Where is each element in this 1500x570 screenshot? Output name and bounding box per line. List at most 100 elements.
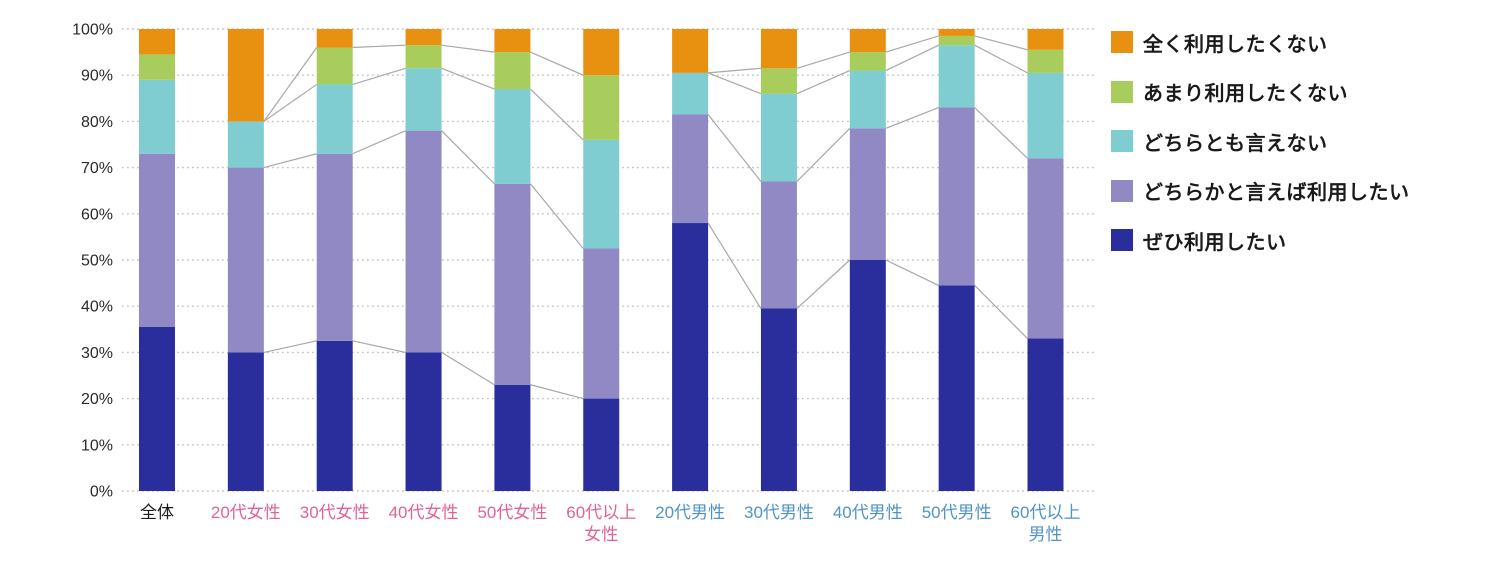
bar-segment — [316, 29, 353, 48]
segment-connector-line — [707, 114, 762, 182]
segment-connector-line — [441, 130, 495, 185]
bar-segment — [583, 139, 620, 249]
bar-column — [316, 29, 353, 491]
bar-column — [405, 29, 442, 491]
bar-segment — [227, 121, 264, 168]
x-tick-label: 女性 — [584, 525, 618, 544]
segment-connector-line — [974, 284, 1028, 339]
segment-connector-line — [974, 107, 1028, 159]
bar-column — [672, 29, 709, 492]
x-tick-label: 50代男性 — [922, 503, 992, 522]
bar-column — [849, 29, 886, 491]
bar-segment — [672, 114, 709, 224]
x-tick-label: 60代以上 — [566, 503, 636, 522]
y-tick-label: 20% — [81, 391, 113, 408]
legend-swatch-icon — [1111, 31, 1133, 53]
bar-segment — [494, 52, 531, 90]
bar-segment — [938, 285, 975, 491]
bar-segment — [139, 54, 175, 80]
y-tick-label: 30% — [81, 345, 113, 362]
bar-segment — [1027, 29, 1064, 50]
bar-segment — [405, 29, 442, 46]
bar-segment — [405, 68, 442, 131]
segment-connector-line — [796, 51, 850, 69]
bar-column — [583, 29, 620, 491]
bar-segment — [849, 70, 886, 129]
segment-connector-line — [796, 259, 851, 309]
segment-connector-line — [352, 67, 406, 86]
segment-connector-line — [885, 35, 939, 53]
segment-connector-line — [796, 70, 851, 95]
bar-segment — [139, 79, 175, 154]
bar-segment — [139, 326, 175, 491]
legend-label: ぜひ利用したい — [1143, 231, 1287, 254]
bar-segment — [849, 260, 886, 491]
bar-segment — [760, 181, 797, 309]
y-tick-label: 90% — [81, 68, 113, 85]
legend-label: あまり利用したくない — [1143, 83, 1348, 105]
bar-segment — [1027, 158, 1064, 339]
bar-segment — [227, 29, 264, 122]
segment-connector-line — [974, 35, 1028, 51]
bar-segment — [139, 153, 175, 327]
segment-connector-line — [885, 259, 939, 286]
bar-segment — [316, 47, 353, 85]
y-tick-label: 10% — [81, 437, 113, 454]
legend-label: 全く利用したくない — [1143, 33, 1328, 56]
y-tick-label: 40% — [81, 299, 113, 316]
bar-segment — [760, 308, 797, 491]
bars — [139, 29, 1064, 492]
y-tick-label: 100% — [72, 22, 113, 39]
segment-connector-line — [263, 340, 317, 353]
bar-segment — [316, 153, 353, 341]
connector-lines — [263, 35, 1028, 400]
y-tick-label: 80% — [81, 114, 113, 131]
bar-segment — [938, 29, 975, 36]
bar-column — [494, 29, 531, 491]
y-tick-label: 70% — [81, 160, 113, 177]
bar-segment — [849, 128, 886, 260]
legend-item: どちらかと言えば利用したい — [1111, 179, 1410, 204]
legend-item: どちらとも言えない — [1111, 130, 1410, 155]
bar-segment — [494, 29, 531, 53]
bar-segment — [938, 45, 975, 108]
segment-connector-line — [441, 44, 495, 53]
legend-swatch-icon — [1111, 130, 1133, 152]
bar-segment — [227, 352, 264, 491]
bar-column — [1027, 29, 1064, 491]
bar-segment — [938, 107, 975, 286]
segment-connector-line — [352, 44, 406, 49]
x-tick-label: 40代男性 — [833, 503, 903, 522]
bar-segment — [1027, 49, 1064, 73]
bar-segment — [1027, 338, 1064, 491]
legend-item: 全く利用したくない — [1111, 31, 1410, 56]
segment-connector-line — [263, 83, 318, 122]
x-tick-label: 20代女性 — [211, 503, 281, 522]
segment-connector-line — [352, 130, 406, 155]
bar-column — [938, 29, 975, 491]
bar-segment — [672, 72, 709, 115]
segment-connector-line — [707, 222, 762, 309]
bar-column — [139, 29, 175, 491]
segment-connector-line — [529, 88, 584, 141]
bar-segment — [405, 45, 442, 69]
bar-segment — [760, 68, 797, 94]
segment-connector-line — [441, 351, 495, 386]
bar-segment — [760, 29, 797, 69]
segment-connector-line — [796, 127, 851, 182]
segment-connector-line — [885, 44, 939, 72]
x-tick-label: 30代男性 — [744, 503, 814, 522]
segment-connector-line — [263, 153, 317, 169]
legend-swatch-icon — [1111, 179, 1133, 202]
bar-segment — [494, 89, 531, 184]
bar-segment — [849, 29, 886, 53]
bar-segment — [1027, 72, 1064, 159]
bar-segment — [139, 29, 175, 55]
y-axis-labels: 0% 10% 20% 30% 40% 50% 60% 70% 80% 90% 100% — [72, 22, 113, 501]
bar-segment — [583, 398, 620, 491]
x-tick-label: 60代以上 — [1011, 503, 1081, 522]
bar-segment — [494, 183, 531, 385]
bar-segment — [316, 340, 353, 491]
